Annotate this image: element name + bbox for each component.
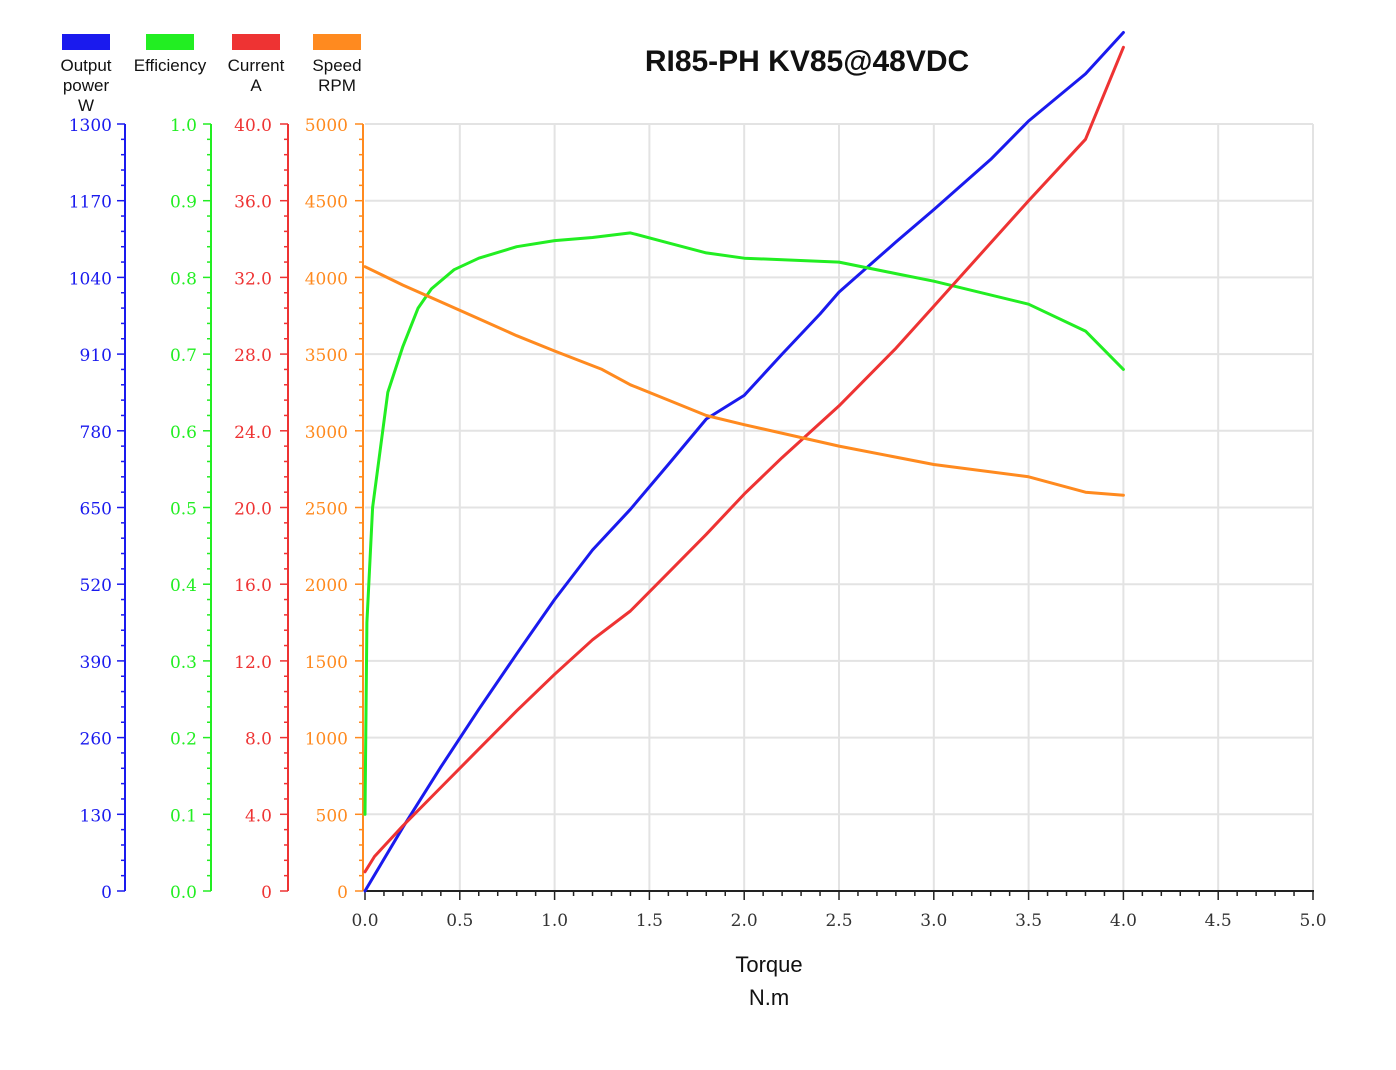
y-tick-label: 3000	[305, 423, 348, 443]
y-tick-label: 650	[80, 500, 112, 520]
legend-swatch	[313, 34, 361, 50]
x-tick-label: 3.0	[920, 911, 947, 931]
y-tick-label: 0.2	[170, 730, 197, 750]
x-tick-label: 2.5	[825, 911, 852, 931]
x-tick-label: 3.5	[1015, 911, 1042, 931]
y-tick-label: 1300	[69, 116, 112, 136]
y-tick-label: 5000	[305, 116, 348, 136]
legend-label: Efficiency	[134, 56, 207, 75]
y-tick-label: 4500	[305, 193, 348, 213]
series-line-current	[363, 45, 1125, 874]
legend-label: Speed	[312, 56, 361, 75]
y-tick-label: 20.0	[234, 500, 272, 520]
legend-label: W	[78, 96, 94, 115]
legend-label: power	[63, 76, 110, 95]
y-tick-label: 390	[80, 653, 112, 673]
y-tick-label: 16.0	[234, 576, 272, 596]
y-tick-label: 0.1	[170, 806, 197, 826]
series-line-efficiency	[363, 231, 1125, 816]
y-tick-label: 0	[101, 883, 112, 903]
y-tick-label: 1.0	[170, 116, 197, 136]
series-line-speed	[363, 265, 1125, 497]
y-tick-label: 0.3	[170, 653, 197, 673]
y-tick-label: 12.0	[234, 653, 272, 673]
y-tick-label: 0.0	[170, 883, 197, 903]
y-tick-label: 3500	[305, 346, 348, 366]
y-tick-label: 0.8	[170, 269, 197, 289]
y-tick-label: 36.0	[234, 193, 272, 213]
y-tick-label: 260	[80, 730, 112, 750]
legend-swatch	[232, 34, 280, 50]
x-tick-label: 0.5	[446, 911, 473, 931]
legend-label: RPM	[318, 76, 356, 95]
x-axis-label-line-1: Torque	[735, 952, 802, 977]
y-tick-label: 28.0	[234, 346, 272, 366]
y-tick-label: 4000	[305, 269, 348, 289]
y-tick-label: 0.5	[170, 500, 197, 520]
legend-label: Current	[228, 56, 285, 75]
x-tick-label: 0.0	[351, 911, 378, 931]
y-tick-label: 8.0	[245, 730, 272, 750]
x-axis-label-line-2: N.m	[749, 985, 789, 1010]
x-tick-label: 1.0	[541, 911, 568, 931]
y-tick-label: 0.7	[170, 346, 197, 366]
y-tick-label: 1040	[69, 269, 112, 289]
y-tick-label: 130	[80, 806, 112, 826]
y-tick-label: 2000	[305, 576, 348, 596]
x-tick-label: 2.0	[731, 911, 758, 931]
y-tick-label: 1500	[305, 653, 348, 673]
x-tick-label: 5.0	[1299, 911, 1326, 931]
y-tick-label: 0.9	[170, 193, 197, 213]
y-tick-label: 32.0	[234, 269, 272, 289]
y-tick-label: 0.6	[170, 423, 197, 443]
series-line-output-power	[363, 31, 1125, 893]
y-tick-label: 2500	[305, 500, 348, 520]
y-tick-label: 500	[316, 806, 348, 826]
x-tick-label: 1.5	[636, 911, 663, 931]
y-tick-label: 0	[337, 883, 348, 903]
y-tick-label: 910	[80, 346, 112, 366]
chart-axes: 0.0 0.5 1.0 1.5 2.0 2.5 3.0 3.5 4.0 4.5 5.0 0 130 260…	[69, 116, 1327, 931]
x-tick-label: 4.5	[1205, 911, 1232, 931]
chart-grid	[365, 123, 1314, 891]
legend-label: A	[250, 76, 262, 95]
y-tick-label: 40.0	[234, 116, 272, 136]
legend-label: Output	[60, 56, 111, 75]
y-tick-label: 24.0	[234, 423, 272, 443]
chart-series-lines	[363, 31, 1125, 893]
legend-swatch	[62, 34, 110, 50]
y-tick-label: 0	[261, 883, 272, 903]
legend-swatch	[146, 34, 194, 50]
y-tick-label: 1000	[305, 730, 348, 750]
y-tick-label: 4.0	[245, 806, 272, 826]
chart-title: RI85-PH KV85@48VDC	[645, 45, 969, 78]
y-tick-label: 0.4	[170, 576, 197, 596]
y-tick-label: 780	[80, 423, 112, 443]
y-tick-label: 520	[80, 576, 112, 596]
y-tick-label: 1170	[69, 193, 112, 213]
x-tick-label: 4.0	[1110, 911, 1137, 931]
